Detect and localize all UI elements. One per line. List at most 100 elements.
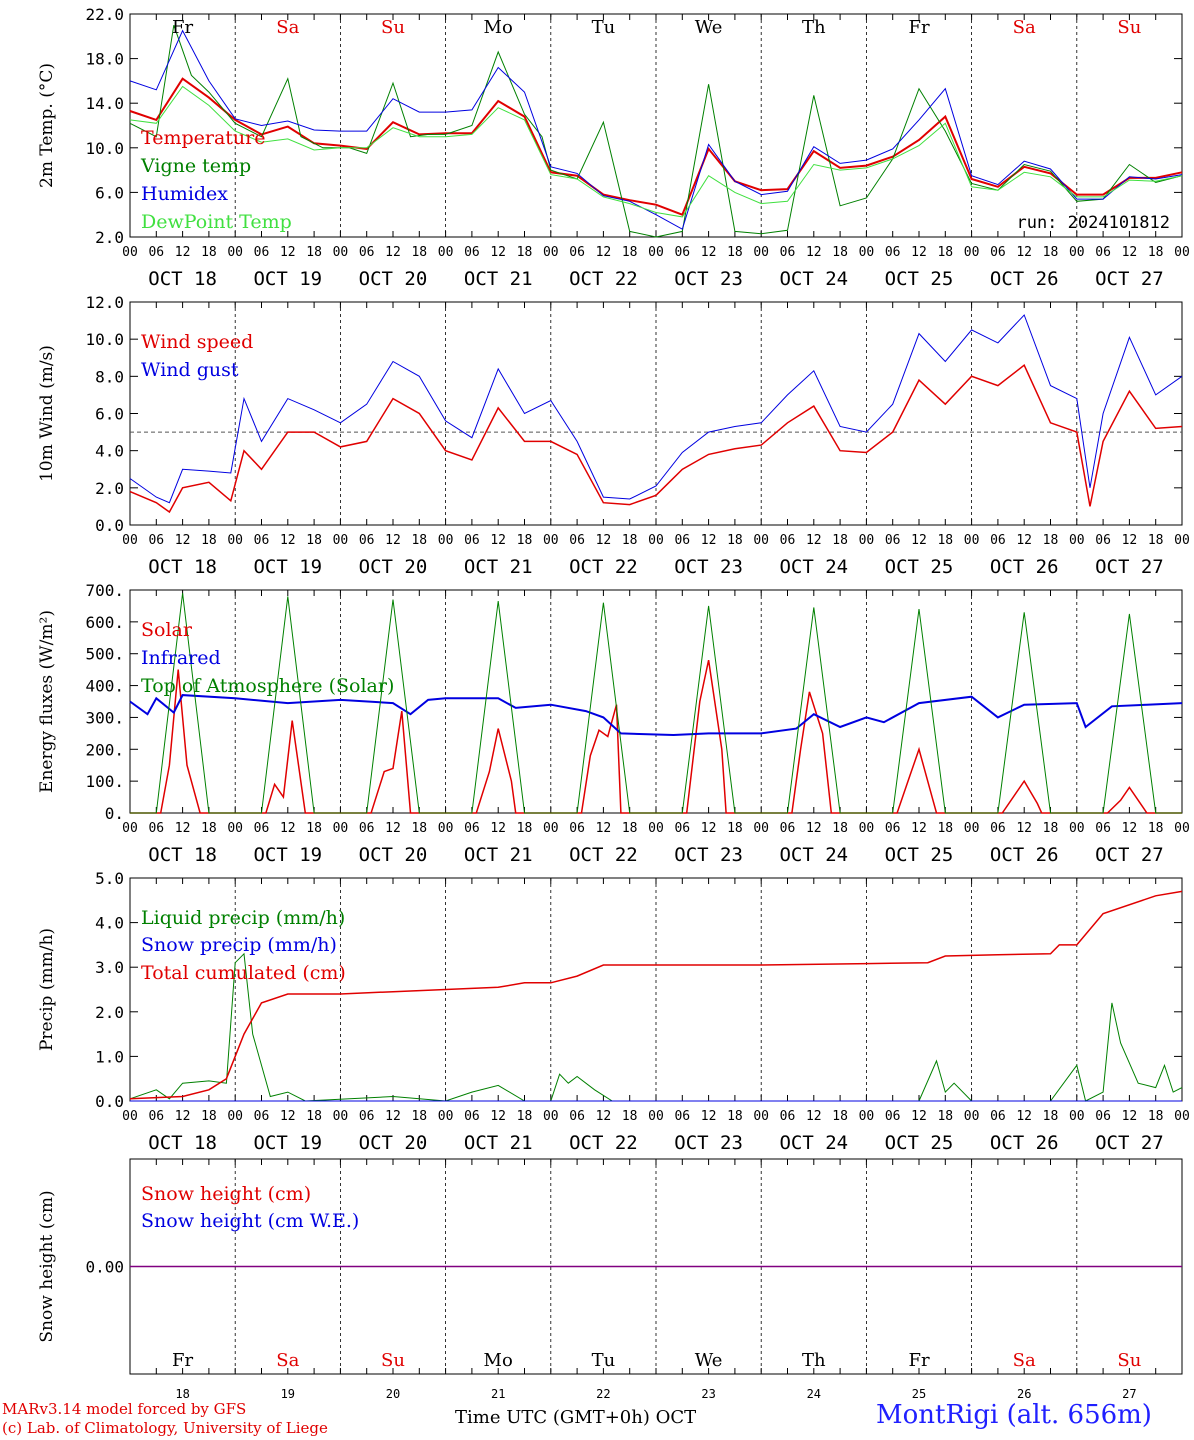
hour-label: 00	[122, 245, 138, 260]
date-label: OCT 20	[359, 268, 428, 290]
hour-label: 18	[517, 1109, 533, 1124]
hour-label: 12	[806, 1109, 822, 1124]
day-label: Fr	[172, 17, 193, 38]
hour-label: 06	[254, 245, 270, 260]
hour-label: 12	[175, 533, 191, 548]
hour-label: 12	[280, 1109, 296, 1124]
y-tick-label: 2.0	[95, 228, 124, 247]
date-label: OCT 21	[464, 1132, 533, 1154]
hour-label: 00	[227, 821, 243, 836]
day-label: Sa	[1013, 17, 1036, 38]
hour-label: 06	[780, 245, 796, 260]
hour-label: 18	[727, 245, 743, 260]
hour-label: 12	[911, 1109, 927, 1124]
y-tick-label: 8.0	[95, 367, 124, 386]
panel-2	[129, 301, 1183, 526]
hour-label: 18	[832, 821, 848, 836]
hour-label: 18	[306, 533, 322, 548]
hour-label: 12	[1122, 533, 1138, 548]
series-line-wind-speed	[129, 364, 1183, 514]
hour-label: 00	[438, 245, 454, 260]
hour-label: 00	[1174, 1109, 1190, 1124]
hour-label: 12	[490, 1109, 506, 1124]
hour-label: 12	[806, 245, 822, 260]
hour-label: 12	[1016, 821, 1032, 836]
hour-label: 12	[175, 245, 191, 260]
hour-label: 00	[543, 821, 559, 836]
hour-label: 12	[806, 533, 822, 548]
date-label: OCT 21	[464, 844, 533, 866]
hour-label: 00	[964, 533, 980, 548]
hour-label: 12	[1016, 533, 1032, 548]
date-label: OCT 24	[779, 268, 848, 290]
hour-label: 18	[1043, 245, 1059, 260]
date-label: OCT 27	[1095, 556, 1164, 578]
date-label: OCT 22	[569, 1132, 638, 1154]
hour-label: 18	[1148, 821, 1164, 836]
hour-label: 06	[674, 1109, 690, 1124]
hour-label: 00	[333, 533, 349, 548]
hour-label: 06	[885, 1109, 901, 1124]
series-line-humidex	[129, 29, 1183, 230]
series-line-top-of-atmosphere-solar-	[130, 593, 1182, 814]
hour-label: 18	[937, 245, 953, 260]
hour-label: 06	[254, 533, 270, 548]
date-label: OCT 20	[359, 1132, 428, 1154]
series-line-vigne-temp	[129, 25, 1183, 238]
hour-label: 18	[1148, 245, 1164, 260]
hour-label: 00	[859, 533, 875, 548]
copyright-credit: (c) Lab. of Climatology, University of L…	[2, 1419, 328, 1437]
hour-label: 12	[1122, 245, 1138, 260]
model-credit: MARv3.14 model forced by GFS	[2, 1400, 247, 1418]
hour-label: 12	[280, 533, 296, 548]
hour-label: 12	[490, 533, 506, 548]
date-label: OCT 22	[569, 844, 638, 866]
hour-label: 00	[1174, 245, 1190, 260]
hour-label: 18	[201, 245, 217, 260]
day-number: 19	[281, 1387, 295, 1401]
day-number: 20	[386, 1387, 400, 1401]
y-tick-label: 0.	[105, 804, 124, 823]
hour-label: 00	[648, 245, 664, 260]
hour-label: 00	[648, 533, 664, 548]
hour-label: 12	[1016, 245, 1032, 260]
hour-label: 18	[306, 821, 322, 836]
hour-label: 06	[1095, 533, 1111, 548]
hour-label: 06	[569, 245, 585, 260]
date-label: OCT 19	[253, 1132, 322, 1154]
hour-label: 18	[622, 245, 638, 260]
day-label: We	[695, 1350, 723, 1371]
hour-label: 00	[1069, 245, 1085, 260]
hour-label: 18	[622, 1109, 638, 1124]
hour-label: 00	[438, 1109, 454, 1124]
hour-label: 06	[569, 533, 585, 548]
hour-label: 06	[148, 821, 164, 836]
day-label: Fr	[908, 17, 929, 38]
date-label: OCT 25	[885, 556, 954, 578]
day-label: We	[695, 17, 723, 38]
date-label: OCT 20	[359, 844, 428, 866]
hour-label: 18	[727, 1109, 743, 1124]
legend-entry: DewPoint Temp	[141, 211, 292, 233]
hour-label: 06	[359, 245, 375, 260]
hour-label: 12	[1122, 821, 1138, 836]
legend-entry: Temperature	[141, 127, 265, 149]
date-label: OCT 20	[359, 556, 428, 578]
y-tick-label: 200.	[85, 740, 124, 759]
y-tick-label: 2.0	[95, 1003, 124, 1022]
date-label: OCT 21	[464, 268, 533, 290]
hour-label: 06	[464, 245, 480, 260]
y-tick-label: 6.0	[95, 405, 124, 424]
hour-label: 18	[411, 821, 427, 836]
hour-label: 12	[385, 245, 401, 260]
day-number: 24	[807, 1387, 821, 1401]
hour-label: 18	[411, 1109, 427, 1124]
y-tick-label: 1.0	[95, 1047, 124, 1066]
hour-label: 06	[254, 821, 270, 836]
day-number: 27	[1122, 1387, 1136, 1401]
y-tick-label: 4.0	[95, 914, 124, 933]
hour-label: 06	[148, 533, 164, 548]
hour-label: 18	[727, 533, 743, 548]
hour-label: 00	[543, 245, 559, 260]
